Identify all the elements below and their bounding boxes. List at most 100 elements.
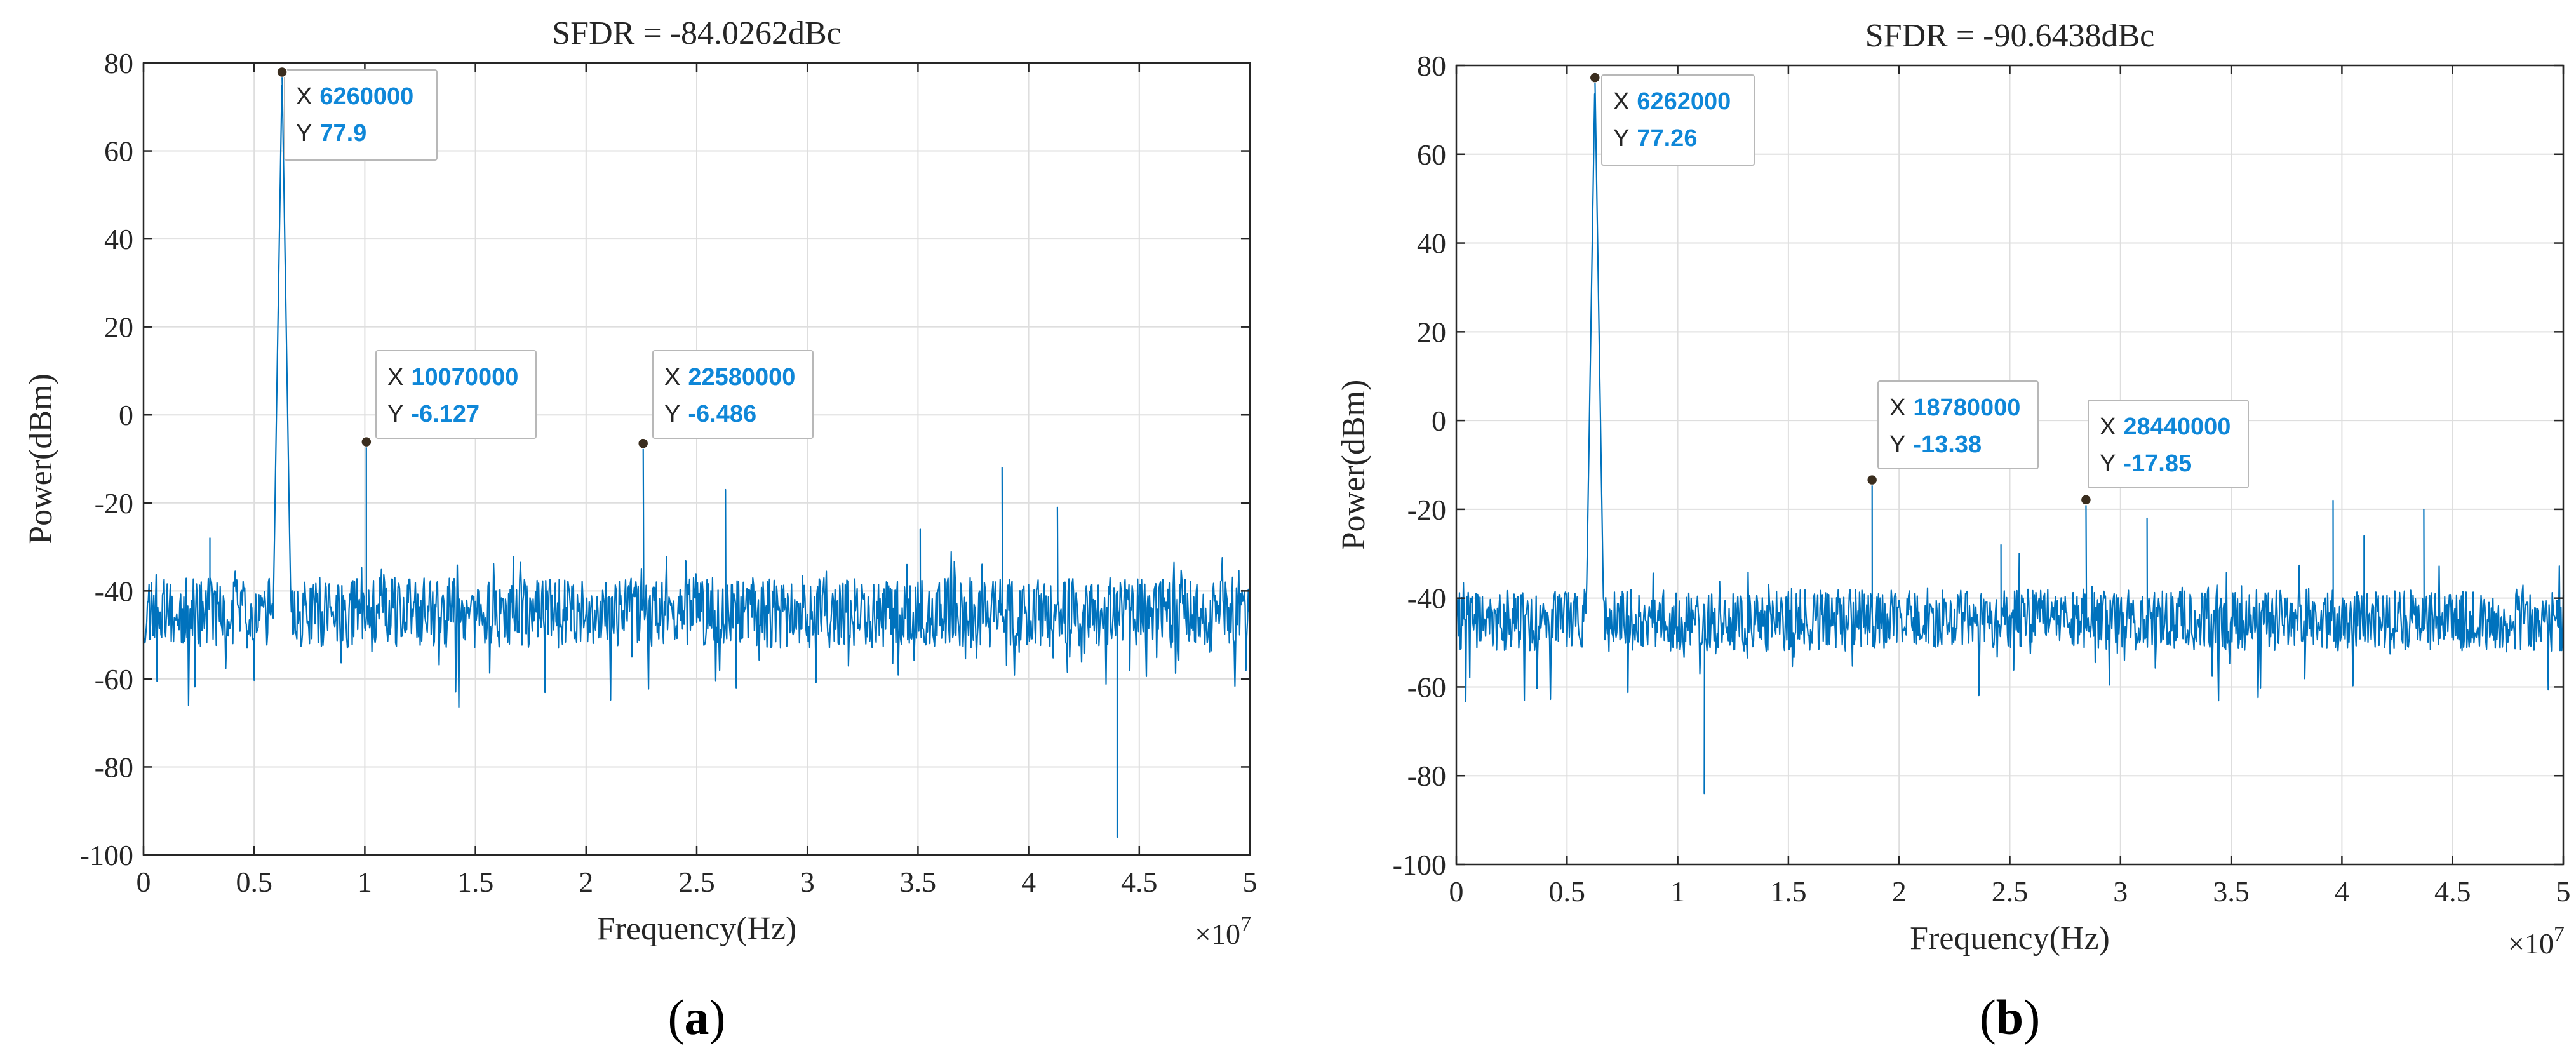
datatip-x-value: 28440000: [2123, 413, 2231, 440]
x-tick-label: 5: [1243, 866, 1258, 898]
y-tick-label: 40: [104, 223, 133, 255]
datatip[interactable]: X 10070000 Y -6.127: [361, 350, 537, 448]
panel-label-letter: a: [685, 990, 709, 1045]
datatip-y-key: Y: [2100, 450, 2116, 477]
datatip-y-row: Y -17.85: [2100, 450, 2192, 477]
datatip-marker[interactable]: [1866, 474, 1878, 486]
spectrum-trace: [1455, 77, 2565, 795]
x-tick-label: 4.5: [2434, 875, 2471, 908]
datatip[interactable]: X 6262000 Y 77.26: [1589, 72, 1755, 166]
datatip-marker[interactable]: [637, 438, 649, 449]
datatip-x-value: 18780000: [1913, 394, 2020, 421]
x-tick-label: 5: [2556, 875, 2571, 908]
datatip-box: [284, 69, 438, 161]
datatip[interactable]: X 22580000 Y -6.486: [637, 350, 814, 449]
x-tick-label: 2: [1892, 875, 1907, 908]
y-tick-label: -80: [1407, 760, 1446, 792]
x-tick-label: 1.5: [457, 866, 494, 898]
datatip-box: [375, 350, 537, 439]
datatip-marker[interactable]: [276, 66, 288, 78]
datatip-x-value: 6262000: [1637, 88, 1731, 115]
datatip-y-key: Y: [1613, 125, 1629, 152]
panel-label-close: ): [2023, 990, 2040, 1045]
datatip-x-key: X: [664, 364, 680, 391]
x-tick-label: 3: [2113, 875, 2128, 908]
x-tick-label: 2.5: [1992, 875, 2029, 908]
datatip-x-row: X 6262000: [1613, 88, 1731, 115]
x-tick-label: 4: [1021, 866, 1036, 898]
datatip-y-value: -6.486: [688, 401, 756, 427]
datatip-box: [1601, 74, 1755, 166]
datatip-y-value: -17.85: [2123, 450, 2192, 477]
x-tick-label: 0: [1449, 875, 1464, 908]
datatip-box: [652, 350, 814, 439]
datatip-y-value: 77.26: [1637, 125, 1697, 152]
y-tick-label: 20: [1417, 316, 1446, 348]
y-tick-label: 20: [104, 311, 133, 344]
y-tick-label: 0: [1432, 405, 1446, 437]
y-tick-label: -20: [95, 487, 133, 520]
chart-title: SFDR = -84.0262dBc: [552, 15, 841, 51]
datatip-marker[interactable]: [361, 436, 372, 448]
panel-label-close: ): [709, 990, 726, 1045]
datatip[interactable]: X 18780000 Y -13.38: [1866, 380, 2039, 486]
y-tick-label: -40: [95, 575, 133, 607]
panel-label: (b): [1980, 990, 2040, 1045]
x-tick-label: 0.5: [236, 866, 272, 898]
datatip-x-key: X: [387, 364, 403, 391]
x-exponent-base: ×10: [1195, 918, 1240, 950]
datatip-x-key: X: [296, 83, 312, 110]
y-tick-label: 60: [104, 135, 133, 168]
y-tick-label: 40: [1417, 227, 1446, 260]
datatip-y-key: Y: [387, 401, 403, 427]
x-tick-label: 3: [800, 866, 815, 898]
datatip-box: [1877, 380, 2039, 469]
y-tick-label: 0: [119, 399, 133, 431]
datatip-x-row: X 6260000: [296, 83, 413, 110]
x-tick-label: 0: [137, 866, 151, 898]
datatip-marker[interactable]: [1589, 72, 1601, 83]
x-tick-label: 2.5: [678, 866, 715, 898]
x-exponent-base: ×10: [2508, 927, 2554, 960]
datatip-x-row: X 28440000: [2100, 413, 2231, 440]
x-exponent-label: ×107: [1195, 913, 1251, 950]
y-tick-label: -80: [95, 751, 133, 783]
y-tick-label: 60: [1417, 138, 1446, 171]
datatip[interactable]: X 28440000 Y -17.85: [2080, 400, 2249, 506]
panel-label-open: (: [668, 990, 685, 1045]
chart-b: 0 0.5 1 1.5 2 2.5 3 3.5 4 4.5 5 80 60 40 20 0 -20 -40 -60 -…: [1336, 18, 2571, 1045]
datatip-x-key: X: [2100, 413, 2116, 440]
x-axis-label: Frequency(Hz): [597, 911, 797, 947]
panel-label: (a): [668, 990, 726, 1045]
x-axis-label: Frequency(Hz): [1910, 920, 2110, 957]
datatip-y-value: -13.38: [1913, 431, 1982, 458]
y-tick-label: -60: [95, 663, 133, 695]
datatip-x-value: 22580000: [688, 364, 795, 391]
datatip[interactable]: X 6260000 Y 77.9: [276, 66, 438, 161]
x-tick-label: 0.5: [1549, 875, 1586, 908]
datatip-box: [2088, 400, 2249, 488]
datatip-y-key: Y: [296, 120, 312, 147]
datatip-y-row: Y -13.38: [1889, 431, 1982, 458]
datatip-y-key: Y: [1889, 431, 1905, 458]
y-tick-label: 80: [104, 47, 133, 79]
datatip-y-row: Y -6.486: [664, 401, 756, 427]
x-tick-label: 3.5: [900, 866, 937, 898]
x-exponent-power: 7: [2554, 922, 2565, 946]
datatip-x-row: X 22580000: [664, 364, 795, 391]
datatip-y-row: Y 77.9: [296, 120, 366, 147]
panel-label-letter: b: [1996, 990, 2023, 1045]
y-axis-label: Power(dBm): [23, 373, 59, 544]
x-tick-label: 1: [1670, 875, 1685, 908]
datatip-y-key: Y: [664, 401, 680, 427]
x-exponent-label: ×107: [2508, 922, 2565, 960]
datatip-y-row: Y 77.26: [1613, 125, 1697, 152]
y-tick-label: -20: [1407, 494, 1446, 526]
chart-a: 0 0.5 1 1.5 2 2.5 3 3.5 4 4.5 5 80 60 40 20 0 -20 -40 -60 -…: [23, 15, 1258, 1045]
datatip-y-value: 77.9: [319, 120, 366, 147]
x-tick-label: 4.5: [1121, 866, 1158, 898]
datatip-marker[interactable]: [2080, 494, 2092, 506]
datatip-x-key: X: [1889, 394, 1905, 421]
y-axis-label: Power(dBm): [1336, 380, 1372, 551]
